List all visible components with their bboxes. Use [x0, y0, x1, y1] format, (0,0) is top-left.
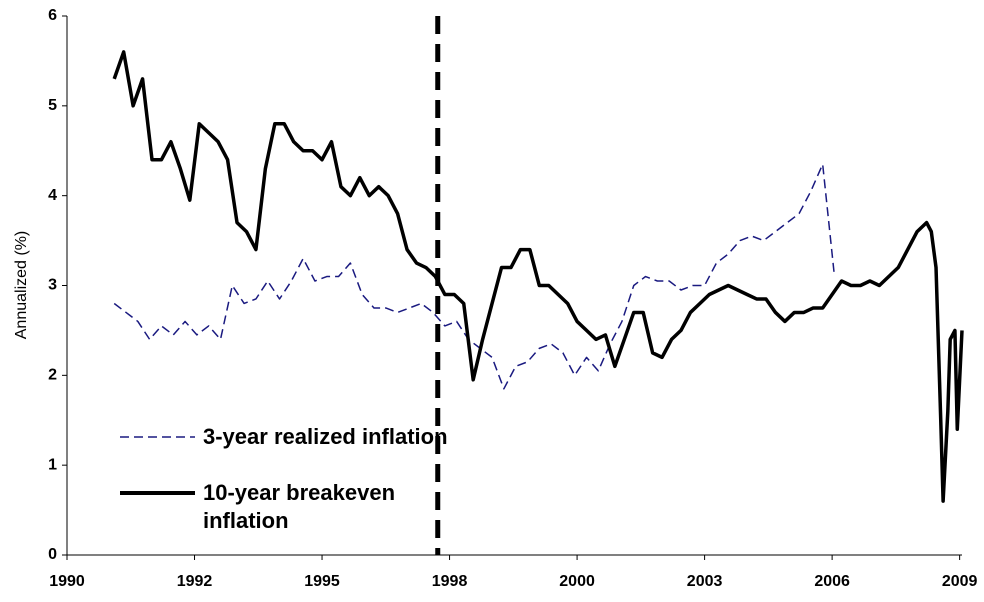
legend-label: 3-year realized inflation	[203, 424, 448, 449]
line-series	[113, 163, 836, 390]
y-tick-label: 5	[48, 97, 57, 114]
y-tick-label: 2	[48, 367, 57, 384]
legend-label: 10-year breakeven inflation	[203, 480, 396, 533]
x-tick-label: 2003	[687, 573, 723, 590]
y-tick-label: 4	[48, 187, 57, 204]
y-tick-label: 3	[48, 277, 57, 294]
y-axis-label: Annualized (%)	[13, 231, 30, 340]
x-tick-label: 2009	[942, 573, 978, 590]
x-tick-label: 1990	[49, 573, 85, 590]
x-tick-label: 2006	[814, 573, 850, 590]
y-tick-label: 6	[48, 7, 57, 24]
x-tick-label: 2000	[559, 573, 595, 590]
x-tick-label: 1998	[432, 573, 468, 590]
y-tick-label: 1	[48, 456, 57, 473]
x-tick-label: 1995	[304, 573, 340, 590]
line-series	[112, 50, 964, 503]
y-tick-label: 0	[48, 546, 57, 563]
x-tick-label: 1992	[177, 573, 213, 590]
